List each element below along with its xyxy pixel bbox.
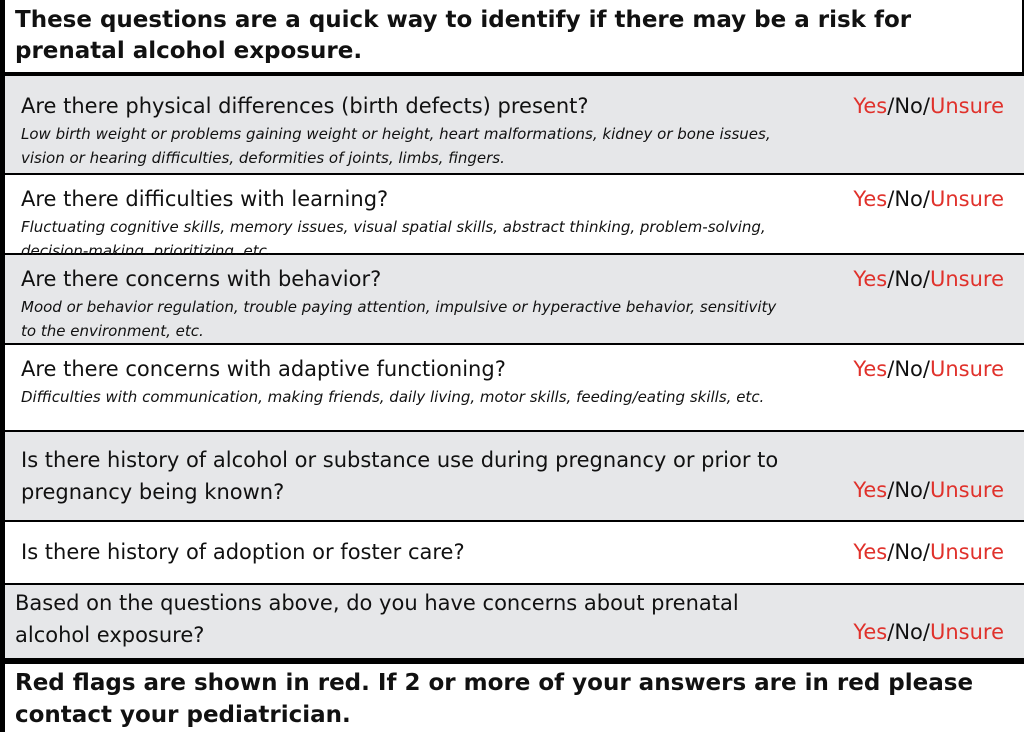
footer-text: Red flags are shown in red. If 2 or more… — [5, 660, 1024, 732]
question-row: Are there difficulties with learning? Flu… — [5, 175, 1024, 260]
question-text: Is there history of adoption or foster c… — [21, 536, 465, 583]
answer-option: Unsure — [929, 478, 1004, 502]
separator: / — [922, 620, 930, 644]
question-row: Based on the questions above, do you hav… — [5, 585, 1024, 660]
answer-option: Yes — [853, 187, 888, 211]
question-text: Are there physical differences (birth de… — [21, 90, 781, 173]
answer-option: Yes — [853, 357, 888, 381]
answer-options: Yes/No/Unsure — [853, 474, 1004, 520]
answer-option: Yes — [853, 478, 888, 502]
answer-option: No — [894, 267, 923, 291]
separator: / — [922, 187, 930, 211]
question-text: Are there concerns with behavior? Mood or… — [21, 263, 781, 343]
separator: / — [922, 540, 930, 564]
description: Low birth weight or problems gaining wei… — [21, 125, 771, 167]
question-row: Is there history of alcohol or substance… — [5, 432, 1024, 522]
separator: / — [887, 540, 895, 564]
question: Are there concerns with adaptive functio… — [21, 357, 506, 381]
separator: / — [922, 267, 930, 291]
answer-option: Yes — [853, 267, 888, 291]
answer-option: No — [894, 94, 923, 118]
separator: / — [887, 94, 895, 118]
answer-options: Yes/No/Unsure — [853, 263, 1004, 295]
separator: / — [922, 478, 930, 502]
separator: / — [922, 94, 930, 118]
question-row: Are there concerns with adaptive functio… — [5, 345, 1024, 432]
answer-option: No — [894, 540, 923, 564]
answer-option: No — [894, 478, 923, 502]
separator: / — [922, 357, 930, 381]
answer-options: Yes/No/Unsure — [853, 90, 1004, 122]
description: Mood or behavior regulation, trouble pay… — [21, 298, 777, 340]
question-row: Are there physical differences (birth de… — [5, 76, 1024, 175]
separator: / — [887, 267, 895, 291]
description: Difficulties with communication, making … — [21, 388, 765, 406]
question: Are there concerns with behavior? — [21, 267, 382, 291]
question: Are there difficulties with learning? — [21, 187, 389, 211]
answer-options: Yes/No/Unsure — [853, 353, 1004, 385]
answer-option: Unsure — [929, 620, 1004, 644]
header-title: These questions are a quick way to ident… — [5, 0, 1024, 76]
answer-options: Yes/No/Unsure — [853, 183, 1004, 215]
question: Is there history of alcohol or substance… — [21, 448, 779, 504]
answer-option: Yes — [853, 540, 888, 564]
question-text: Are there difficulties with learning? Flu… — [21, 183, 781, 260]
separator: / — [887, 187, 895, 211]
question: Based on the questions above, do you hav… — [15, 591, 739, 647]
answer-option: Unsure — [929, 540, 1004, 564]
answer-option: Yes — [853, 94, 888, 118]
question-text: Are there concerns with adaptive functio… — [21, 353, 764, 430]
question-row: Are there concerns with behavior? Mood or… — [5, 255, 1024, 345]
answer-option: Unsure — [929, 94, 1004, 118]
separator: / — [887, 478, 895, 502]
answer-option: Unsure — [929, 267, 1004, 291]
answer-option: Yes — [853, 620, 888, 644]
answer-options: Yes/No/Unsure — [853, 536, 1004, 568]
answer-option: No — [894, 187, 923, 211]
answer-options: Yes/No/Unsure — [853, 616, 1004, 658]
question: Are there physical differences (birth de… — [21, 94, 589, 118]
question-text: Is there history of alcohol or substance… — [21, 444, 781, 520]
answer-option: No — [894, 620, 923, 644]
question-row: Is there history of adoption or foster c… — [5, 522, 1024, 585]
question-text: Based on the questions above, do you hav… — [15, 587, 775, 658]
separator: / — [887, 620, 895, 644]
answer-option: Unsure — [929, 187, 1004, 211]
answer-option: Unsure — [929, 357, 1004, 381]
question: Is there history of adoption or foster c… — [21, 540, 465, 564]
answer-option: No — [894, 357, 923, 381]
separator: / — [887, 357, 895, 381]
